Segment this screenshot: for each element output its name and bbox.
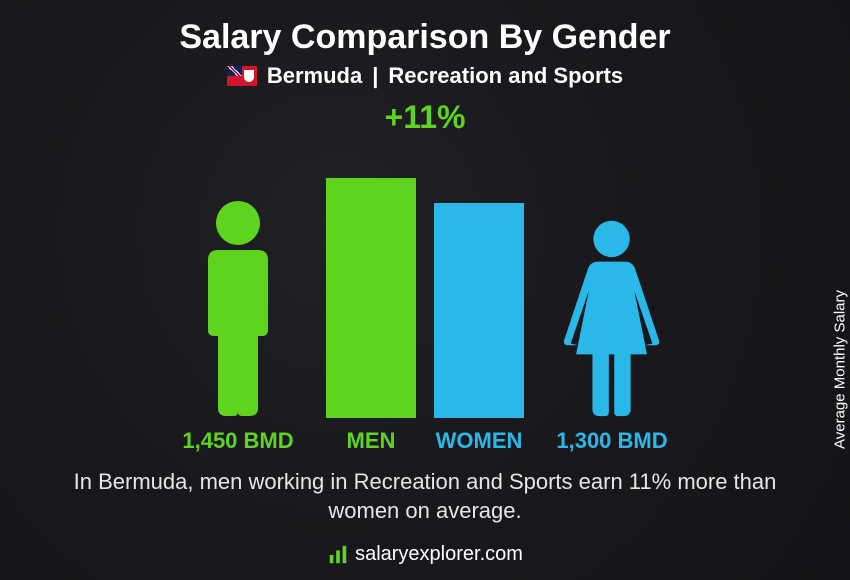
women-label: WOMEN (434, 428, 524, 454)
location-text: Bermuda (267, 63, 362, 89)
man-icon-col (168, 198, 308, 418)
man-icon (188, 198, 288, 418)
percent-difference: +11% (40, 99, 810, 136)
men-bar-col (326, 178, 416, 418)
woman-icon (557, 218, 666, 418)
labels-row: 1,450 BMD MEN WOMEN 1,300 BMD (40, 428, 810, 454)
women-salary-value: 1,300 BMD (542, 428, 682, 454)
bermuda-flag-icon (227, 66, 257, 86)
chart-icon (327, 544, 349, 566)
main-title: Salary Comparison By Gender (40, 18, 810, 57)
women-bar-col (434, 203, 524, 418)
separator: | (372, 63, 378, 89)
footer: salaryexplorer.com (0, 543, 850, 566)
infographic-container: Salary Comparison By Gender Bermuda | Re… (0, 0, 850, 580)
women-bar (434, 203, 524, 418)
woman-icon-col (542, 218, 682, 418)
bar-chart (40, 138, 810, 418)
men-salary-value: 1,450 BMD (168, 428, 308, 454)
subtitle-row: Bermuda | Recreation and Sports (40, 63, 810, 89)
men-bar (326, 178, 416, 418)
description-text: In Bermuda, men working in Recreation an… (55, 468, 795, 525)
men-label: MEN (326, 428, 416, 454)
sector-text: Recreation and Sports (388, 63, 623, 89)
footer-text: salaryexplorer.com (355, 543, 523, 566)
y-axis-label: Average Monthly Salary (832, 290, 849, 449)
